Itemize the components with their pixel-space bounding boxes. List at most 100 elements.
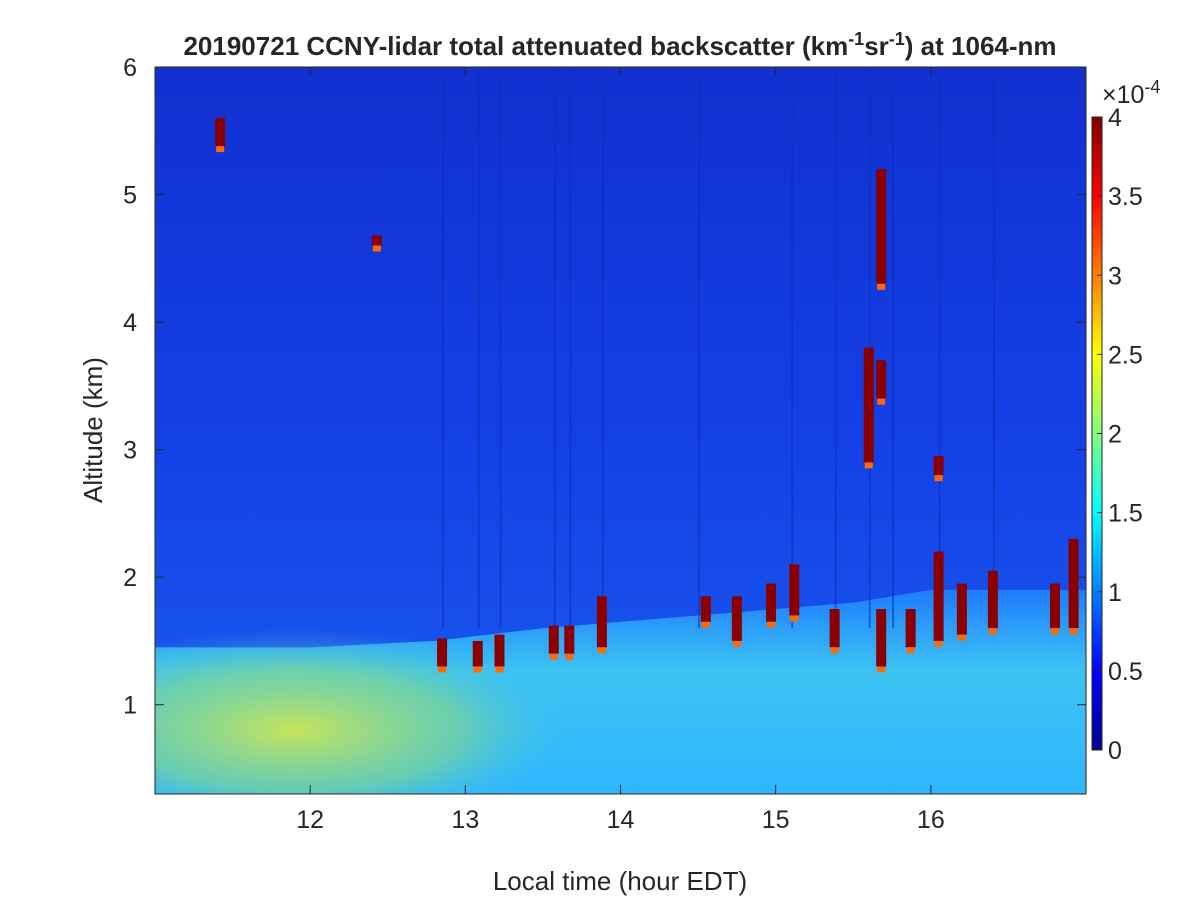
- colorbar-tick-label: 1.5: [1108, 500, 1143, 528]
- cloud-base-edge: [216, 146, 225, 153]
- cloud-base-edge: [767, 621, 776, 628]
- cloud-return: [876, 360, 887, 399]
- colorbar-exponent-base: ×10: [1102, 81, 1144, 109]
- y-tick-label: 3: [123, 437, 137, 465]
- signal-streak: [499, 67, 502, 629]
- cloud-base-edge: [438, 666, 447, 673]
- colorbar-tick-label: 0.5: [1108, 658, 1143, 686]
- heatmap-layers: [155, 67, 1086, 794]
- cloud-return: [700, 596, 711, 622]
- y-tick-label: 2: [123, 564, 137, 592]
- cloud-return: [876, 609, 887, 667]
- cloud-return: [789, 564, 800, 616]
- title-sup2: -1: [889, 29, 905, 49]
- colorbar-exponent-power: -4: [1144, 77, 1160, 97]
- x-tick-label: 15: [762, 806, 790, 834]
- colorbar-ticks: 0 0.5 1 1.5 2 2.5 3 3.5 4: [1097, 104, 1143, 765]
- signal-streak: [892, 67, 895, 629]
- colorbar-tick-label: 2: [1108, 421, 1122, 449]
- cloud-return: [829, 609, 840, 648]
- cloud-base-edge: [988, 628, 997, 635]
- cloud-return: [494, 634, 505, 667]
- cloud-base-edge: [906, 647, 915, 654]
- cloud-base-edge: [549, 653, 558, 660]
- cloud-base-edge: [934, 640, 943, 647]
- cloud-return: [766, 583, 777, 622]
- x-tick-label: 16: [917, 806, 945, 834]
- signal-streak: [698, 67, 701, 629]
- signal-streak: [992, 67, 995, 629]
- cloud-base-edge: [934, 475, 943, 482]
- cloud-layer: [215, 118, 1079, 673]
- cloud-return: [956, 583, 967, 635]
- cloud-return: [876, 169, 887, 284]
- y-tick-label: 5: [123, 182, 137, 210]
- cloud-return: [472, 640, 483, 667]
- signal-streak: [553, 67, 556, 629]
- cloud-base-edge: [790, 615, 799, 622]
- title-part2: sr: [864, 31, 889, 61]
- cloud-return: [215, 118, 226, 147]
- colorbar-tick-label: 4: [1108, 104, 1122, 132]
- cloud-return: [863, 347, 874, 463]
- title-sup1: -1: [848, 29, 864, 49]
- signal-streak: [834, 67, 837, 629]
- colorbar-tick-label: 1: [1108, 579, 1122, 607]
- cloud-base-edge: [495, 666, 504, 673]
- cloud-base-edge: [877, 666, 886, 673]
- colorbar: 0 0.5 1 1.5 2 2.5 3 3.5 4 ×10-4: [1091, 77, 1160, 765]
- cloud-return: [1068, 538, 1079, 629]
- cloud-base-edge: [957, 634, 966, 641]
- title-part1: 20190721 CCNY-lidar total attenuated bac…: [183, 31, 848, 61]
- cloud-base-edge: [473, 666, 482, 673]
- cloud-base-edge: [830, 647, 839, 654]
- cloud-base-edge: [701, 621, 710, 628]
- cloud-base-edge: [372, 245, 381, 252]
- cloud-return: [987, 570, 998, 629]
- plot-area: [155, 67, 1086, 794]
- x-axis-label: Local time (hour EDT): [493, 866, 747, 896]
- colorbar-tick-label: 2.5: [1108, 341, 1143, 369]
- cloud-return: [564, 625, 575, 654]
- y-axis: 1 2 3 4 5 6: [123, 54, 1086, 720]
- cloud-base-edge: [565, 653, 574, 660]
- aerosol-core-region: [155, 628, 574, 794]
- cloud-base-edge: [732, 640, 741, 647]
- colorbar-tick-label: 3.5: [1108, 183, 1143, 211]
- cloud-return: [548, 625, 559, 654]
- x-tick-label: 14: [607, 806, 635, 834]
- colorbar-tick-label: 0: [1108, 737, 1122, 765]
- x-axis: 12 13 14 15 16: [296, 67, 945, 834]
- cloud-return: [933, 551, 944, 641]
- cloud-base-edge: [1069, 628, 1078, 635]
- y-axis-label: Altitude (km): [78, 357, 108, 503]
- cloud-base-edge: [597, 647, 606, 654]
- chart-title: 20190721 CCNY-lidar total attenuated bac…: [183, 29, 1056, 61]
- y-tick-label: 4: [123, 309, 137, 337]
- signal-streak: [442, 67, 445, 629]
- cloud-base-edge: [864, 462, 873, 469]
- y-tick-label: 1: [123, 692, 137, 720]
- signal-streak: [569, 67, 572, 629]
- y-tick-label: 6: [123, 54, 137, 82]
- cloud-base-edge: [877, 398, 886, 405]
- colorbar-tick-label: 3: [1108, 262, 1122, 290]
- title-part3: ) at 1064-nm: [905, 31, 1057, 61]
- cloud-return: [371, 235, 382, 246]
- x-tick-label: 13: [451, 806, 479, 834]
- cloud-base-edge: [1050, 628, 1059, 635]
- signal-streak: [791, 67, 794, 629]
- cloud-return: [731, 596, 742, 641]
- cloud-base-edge: [877, 283, 886, 290]
- signal-streak: [477, 67, 480, 629]
- x-tick-label: 12: [296, 806, 324, 834]
- colorbar-exponent: ×10-4: [1102, 77, 1160, 109]
- signal-streak: [938, 67, 941, 629]
- cloud-return: [933, 456, 944, 476]
- signal-streak: [601, 67, 604, 629]
- cloud-return: [1049, 583, 1060, 629]
- cloud-return: [437, 638, 448, 667]
- cloud-return: [905, 609, 916, 648]
- cloud-return: [596, 596, 607, 648]
